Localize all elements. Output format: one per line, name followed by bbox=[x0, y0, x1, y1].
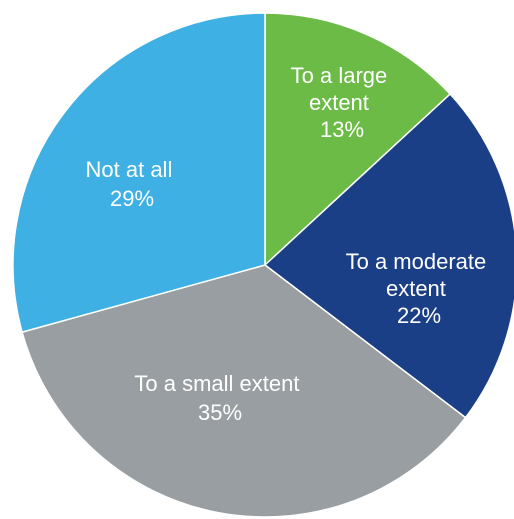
slice-label-moderate-extent: To a moderate extent 22% bbox=[346, 249, 493, 328]
slice-label-large-extent-line2: extent bbox=[309, 90, 369, 115]
slice-label-large-extent: To a large extent 13% bbox=[291, 63, 394, 142]
slice-value-not-at-all: 29% bbox=[110, 186, 154, 211]
pie-slice-to-a-large-extent bbox=[264, 12, 451, 266]
slice-label-moderate-extent-line2: extent bbox=[386, 276, 446, 301]
slice-label-large-extent-line1: To a large bbox=[291, 63, 388, 88]
slice-value-small-extent: 35% bbox=[198, 400, 242, 425]
slice-label-small-extent-line1: To a small extent bbox=[134, 371, 299, 396]
slice-label-not-at-all-line1: Not at all bbox=[86, 157, 173, 182]
slice-value-moderate-extent: 22% bbox=[397, 303, 441, 328]
slice-value-large-extent: 13% bbox=[320, 117, 364, 142]
pie-slice-to-a-moderate-extent bbox=[264, 93, 514, 419]
slice-label-moderate-extent-line1: To a moderate bbox=[346, 249, 487, 274]
slice-label-not-at-all: Not at all 29% bbox=[86, 157, 179, 211]
slice-label-small-extent: To a small extent 35% bbox=[134, 371, 305, 425]
pie-slice-to-a-small-extent bbox=[21, 264, 467, 518]
pie-slice-not-at-all bbox=[12, 12, 266, 333]
pie-slices bbox=[12, 12, 514, 518]
